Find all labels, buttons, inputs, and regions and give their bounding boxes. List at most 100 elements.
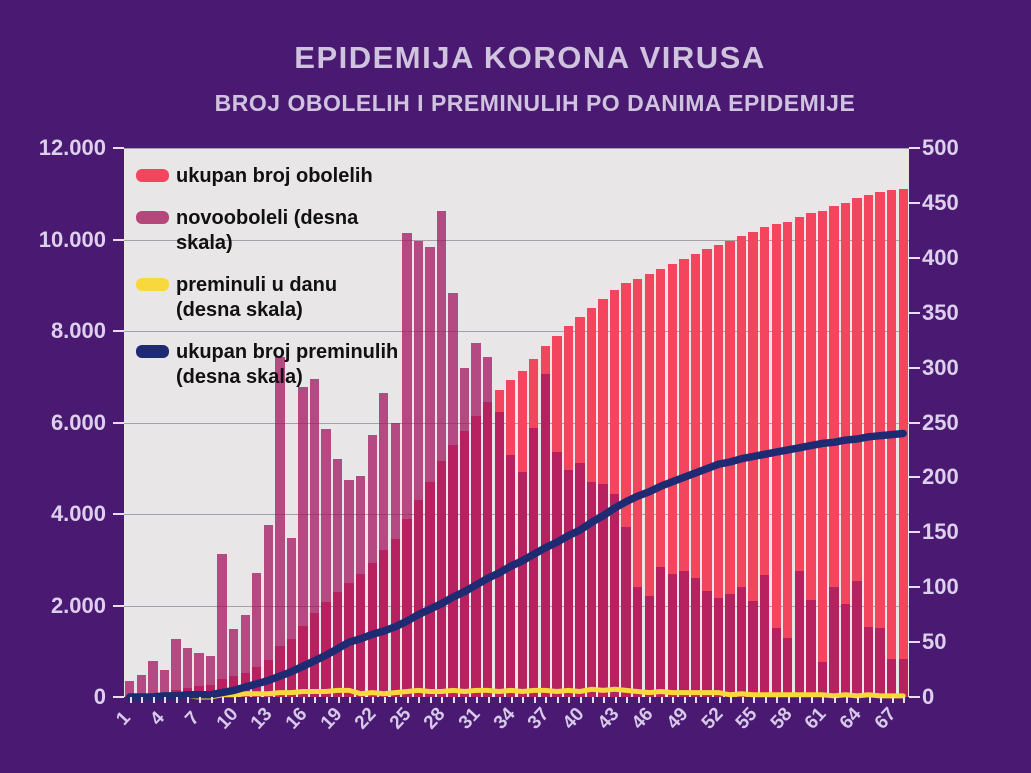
total-cases-bar bbox=[748, 232, 758, 697]
new-cases-bar bbox=[679, 570, 689, 697]
new-cases-bar bbox=[240, 614, 250, 697]
new-cases-bar bbox=[355, 476, 366, 697]
total-cases-bar bbox=[609, 290, 620, 697]
grid-line bbox=[124, 331, 909, 332]
new-cases-bar bbox=[298, 387, 308, 697]
new-cases-bar bbox=[413, 241, 424, 697]
x-axis-tick bbox=[903, 697, 906, 703]
total-cases-bar bbox=[644, 274, 654, 697]
total-cases-bar bbox=[887, 190, 897, 697]
total-cases-bar bbox=[760, 227, 770, 697]
y-axis-right-tick bbox=[909, 696, 920, 698]
x-axis-tick bbox=[302, 697, 305, 703]
x-axis-tick bbox=[326, 697, 329, 703]
total-cases-bar bbox=[806, 212, 816, 697]
x-axis-tick bbox=[222, 697, 225, 703]
new-cases-bar bbox=[517, 471, 527, 697]
new-cases-bar bbox=[321, 429, 331, 697]
total-cases-bar bbox=[840, 202, 851, 697]
new-cases-bar bbox=[402, 232, 412, 697]
total-cases-bar bbox=[621, 283, 631, 697]
x-axis-tick bbox=[695, 697, 698, 703]
y-axis-right-tick-label: 450 bbox=[922, 189, 959, 215]
total-cases-bar bbox=[898, 188, 908, 697]
new-cases-bar bbox=[644, 595, 654, 697]
x-axis-tick bbox=[187, 697, 190, 703]
total-cases-bar bbox=[875, 191, 885, 697]
x-axis-tick bbox=[476, 697, 479, 703]
new-cases-bar bbox=[817, 661, 828, 697]
new-cases-bar bbox=[586, 481, 597, 697]
legend-swatch bbox=[136, 211, 169, 224]
new-cases-bar bbox=[425, 246, 435, 697]
x-axis-tick bbox=[510, 697, 513, 703]
y-axis-right-tick bbox=[909, 201, 920, 204]
x-axis-tick-label: 1 bbox=[112, 707, 135, 730]
total-cases-bar bbox=[863, 194, 874, 697]
x-axis-tick bbox=[579, 697, 582, 703]
legend-swatch bbox=[136, 169, 169, 182]
y-axis-right-tick-label: 200 bbox=[922, 464, 959, 490]
x-axis-tick bbox=[857, 697, 860, 703]
y-axis-right-tick bbox=[909, 476, 920, 479]
new-cases-bar bbox=[783, 637, 793, 697]
new-cases-bar bbox=[309, 378, 320, 697]
x-axis-tick bbox=[372, 697, 375, 703]
y-axis-left-tick bbox=[113, 421, 124, 424]
x-axis-tick bbox=[360, 697, 363, 703]
legend-item: preminuli u danu (desna skala) bbox=[136, 273, 404, 323]
y-axis-right-tick bbox=[909, 641, 920, 644]
x-axis-tick bbox=[810, 697, 813, 703]
new-cases-bar bbox=[263, 524, 273, 697]
chart-subtitle: BROJ OBOLELIH I PREMINULIH PO DANIMA EPI… bbox=[214, 90, 856, 116]
x-axis-tick bbox=[672, 697, 675, 703]
x-axis-tick bbox=[591, 697, 594, 703]
total-cases-bar bbox=[713, 245, 724, 697]
new-cases-bar bbox=[482, 356, 493, 697]
x-axis-tick bbox=[845, 697, 848, 703]
x-axis-tick bbox=[880, 697, 883, 703]
x-axis-tick bbox=[822, 697, 825, 703]
x-axis-tick bbox=[683, 697, 686, 703]
y-axis-right-tick bbox=[909, 421, 920, 424]
y-axis-left-tick-label: 0 bbox=[93, 684, 106, 709]
new-cases-bar bbox=[552, 452, 562, 697]
x-axis-tick bbox=[268, 697, 271, 703]
y-axis-right-tick-label: 400 bbox=[922, 244, 959, 270]
new-cases-bar bbox=[829, 587, 839, 697]
x-axis-tick bbox=[349, 697, 352, 703]
grid-line bbox=[124, 605, 909, 607]
x-axis-tick bbox=[637, 697, 640, 703]
new-cases-bar bbox=[367, 434, 377, 697]
new-cases-bar bbox=[344, 479, 354, 697]
new-cases-bar bbox=[771, 627, 781, 697]
x-axis-tick bbox=[706, 697, 709, 703]
x-axis-tick bbox=[626, 697, 629, 703]
x-axis-tick bbox=[891, 697, 894, 703]
new-cases-bar bbox=[171, 638, 181, 697]
legend-label: ukupan broj obolelih bbox=[176, 165, 373, 187]
legend-swatch bbox=[136, 345, 169, 358]
new-cases-bar bbox=[228, 628, 239, 697]
total-cases-bar bbox=[829, 206, 839, 697]
total-cases-bar bbox=[794, 216, 804, 697]
x-axis-tick bbox=[175, 697, 178, 703]
x-axis-tick bbox=[279, 697, 282, 703]
y-axis-right-tick-label: 50 bbox=[922, 629, 947, 655]
y-axis-left-tick bbox=[113, 147, 124, 149]
new-cases-bar bbox=[148, 660, 158, 697]
total-cases-bar bbox=[736, 236, 747, 697]
new-cases-bar bbox=[633, 587, 643, 697]
total-cases-bar bbox=[702, 249, 712, 697]
x-axis-tick bbox=[568, 697, 571, 703]
bars-layer bbox=[124, 148, 909, 697]
y-axis-right-tick bbox=[909, 147, 920, 149]
y-axis-left-tick-label: 6.000 bbox=[50, 409, 106, 435]
new-cases-bar bbox=[252, 572, 262, 697]
new-cases-bar bbox=[471, 343, 481, 697]
new-cases-bar bbox=[748, 601, 758, 697]
y-axis-left-tick bbox=[113, 604, 124, 607]
x-axis-tick bbox=[141, 697, 144, 703]
x-axis-tick bbox=[799, 697, 802, 703]
x-axis-tick bbox=[833, 697, 836, 703]
